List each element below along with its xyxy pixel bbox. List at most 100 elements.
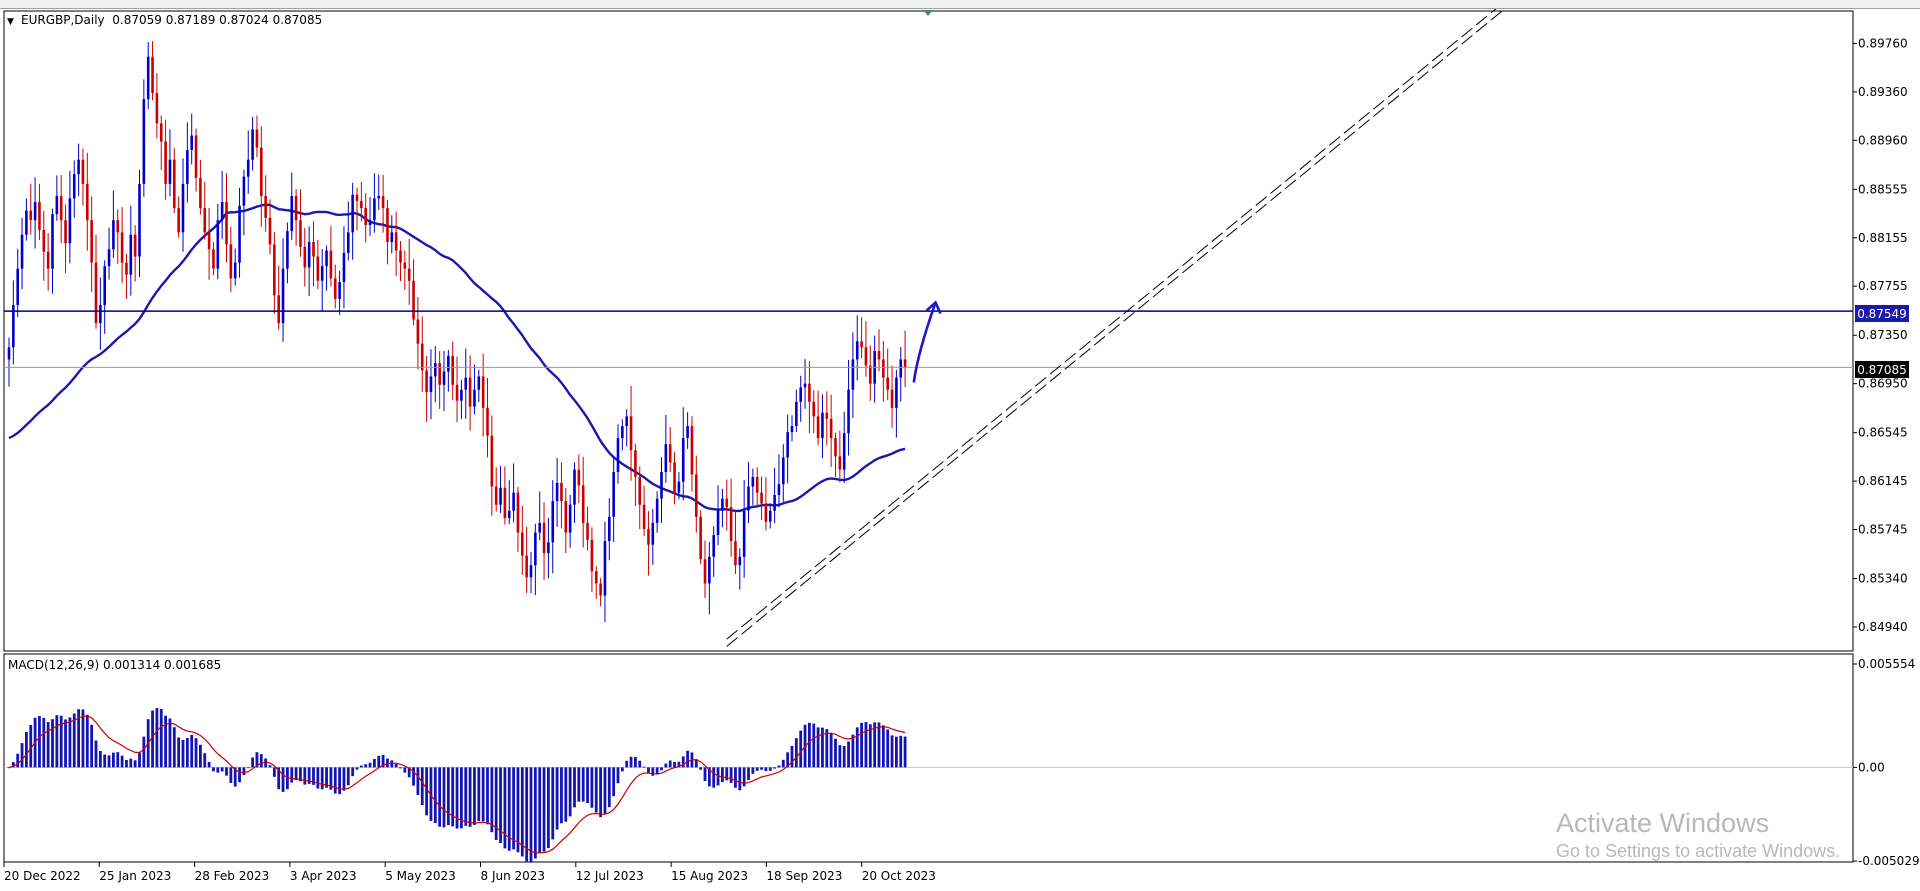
candle-body bbox=[33, 202, 37, 221]
candle-body bbox=[229, 244, 233, 279]
price-panel[interactable] bbox=[3, 10, 1854, 652]
candle-body bbox=[420, 343, 424, 371]
candle-body bbox=[525, 555, 528, 578]
macd-histogram-bar bbox=[81, 709, 85, 768]
macd-histogram-bar bbox=[847, 741, 850, 768]
macd-histogram-bar bbox=[125, 760, 128, 768]
candle-body bbox=[812, 401, 816, 417]
candle-body bbox=[416, 319, 420, 344]
price-axis-label: 0.89760 bbox=[1858, 36, 1908, 50]
macd-histogram-bar bbox=[755, 767, 759, 771]
candle-body bbox=[125, 262, 128, 275]
macd-histogram-bar bbox=[159, 709, 163, 768]
price-header-arrow[interactable]: ▼ bbox=[7, 17, 14, 27]
candle-body bbox=[603, 541, 607, 596]
candle-body bbox=[660, 472, 663, 499]
macd-histogram-bar bbox=[77, 709, 80, 768]
macd-histogram-bar bbox=[794, 738, 798, 768]
macd-histogram-bar bbox=[46, 722, 50, 768]
candle-body bbox=[77, 159, 80, 175]
macd-histogram-bar bbox=[499, 767, 502, 844]
macd-histogram-bar bbox=[694, 759, 698, 768]
macd-histogram-bar bbox=[290, 767, 294, 783]
macd-histogram-bar bbox=[786, 752, 790, 768]
macd-histogram-bar bbox=[773, 767, 776, 769]
macd-histogram-bar bbox=[225, 767, 228, 776]
macd-histogram-bar bbox=[790, 745, 794, 768]
macd-histogram-bar bbox=[486, 767, 489, 825]
macd-histogram-bar bbox=[177, 737, 181, 768]
candle-body bbox=[590, 539, 594, 572]
macd-histogram-bar bbox=[338, 767, 341, 795]
candle-body bbox=[847, 389, 850, 434]
candle-body bbox=[12, 304, 15, 348]
macd-histogram-bar bbox=[860, 722, 863, 768]
candle-body bbox=[429, 376, 433, 393]
macd-panel[interactable] bbox=[3, 653, 1854, 863]
candle-body bbox=[238, 205, 241, 263]
arrow-shaft[interactable] bbox=[912, 302, 937, 383]
moving-average-line bbox=[8, 203, 906, 513]
macd-histogram-bar bbox=[185, 737, 189, 768]
toolbar-strip bbox=[0, 0, 1920, 9]
macd-histogram-bar bbox=[707, 767, 711, 787]
candle-body bbox=[673, 462, 676, 493]
macd-histogram-bar bbox=[299, 767, 302, 782]
macd-histogram-bar bbox=[507, 767, 511, 851]
macd-histogram-bar bbox=[351, 767, 355, 777]
candle-body bbox=[795, 401, 798, 427]
candle-body bbox=[668, 444, 672, 463]
macd-histogram-bar bbox=[899, 735, 903, 768]
macd-histogram-bar bbox=[268, 765, 272, 768]
macd-histogram-bar bbox=[25, 732, 28, 768]
macd-histogram-bar bbox=[346, 767, 350, 786]
macd-histogram-bar bbox=[581, 767, 585, 802]
macd-histogram-bar bbox=[681, 756, 685, 768]
macd-header-label: MACD(12,26,9) 0.001314 0.001685 bbox=[8, 658, 221, 672]
macd-histogram-bar bbox=[890, 735, 894, 768]
macd-histogram-bar bbox=[725, 767, 729, 781]
macd-histogram-bar bbox=[703, 767, 707, 781]
candle-body bbox=[360, 200, 363, 209]
macd-histogram-bar bbox=[712, 767, 716, 788]
candle-body bbox=[695, 474, 698, 517]
candle-body bbox=[547, 542, 550, 554]
macd-histogram-bar bbox=[103, 754, 107, 768]
candle-body bbox=[320, 266, 324, 281]
macd-histogram-bar bbox=[525, 767, 529, 862]
candle-body bbox=[651, 522, 655, 545]
macd-histogram-bar bbox=[212, 767, 215, 772]
macd-histogram-bar bbox=[838, 745, 842, 768]
macd-histogram-bar bbox=[259, 754, 263, 768]
macd-histogram-bar bbox=[420, 767, 424, 806]
macd-histogram-bar bbox=[242, 767, 246, 776]
macd-histogram-bar bbox=[586, 767, 589, 804]
candle-body bbox=[425, 370, 428, 393]
candle-body bbox=[303, 246, 307, 268]
macd-histogram-bar bbox=[864, 722, 868, 768]
level-price-tag-text: 0.87549 bbox=[1857, 307, 1907, 321]
candle-body bbox=[199, 177, 202, 209]
macd-histogram-bar bbox=[90, 724, 94, 768]
candle-body bbox=[120, 232, 124, 263]
macd-histogram-bar bbox=[612, 767, 616, 797]
candle-body bbox=[233, 262, 237, 279]
candle-body bbox=[338, 281, 341, 299]
trend-channel-upper-line[interactable] bbox=[726, 0, 1510, 640]
macd-histogram-bar bbox=[738, 767, 742, 791]
macd-histogram-bar bbox=[373, 759, 376, 768]
candle-body bbox=[799, 387, 802, 402]
trend-channel-lower-line[interactable] bbox=[726, 4, 1511, 647]
macd-histogram-bar bbox=[764, 767, 768, 772]
candle-body bbox=[16, 268, 19, 305]
macd-histogram-bar bbox=[20, 743, 24, 768]
candle-body bbox=[194, 135, 198, 178]
candle-body bbox=[542, 522, 546, 554]
macd-histogram-bar bbox=[307, 767, 311, 784]
candle-body bbox=[368, 220, 372, 226]
macd-histogram-bar bbox=[168, 718, 172, 768]
arrow-head-icon[interactable] bbox=[925, 300, 942, 315]
scroll-marker-icon[interactable] bbox=[923, 10, 933, 16]
candle-body bbox=[25, 210, 28, 235]
candle-body bbox=[747, 486, 750, 511]
